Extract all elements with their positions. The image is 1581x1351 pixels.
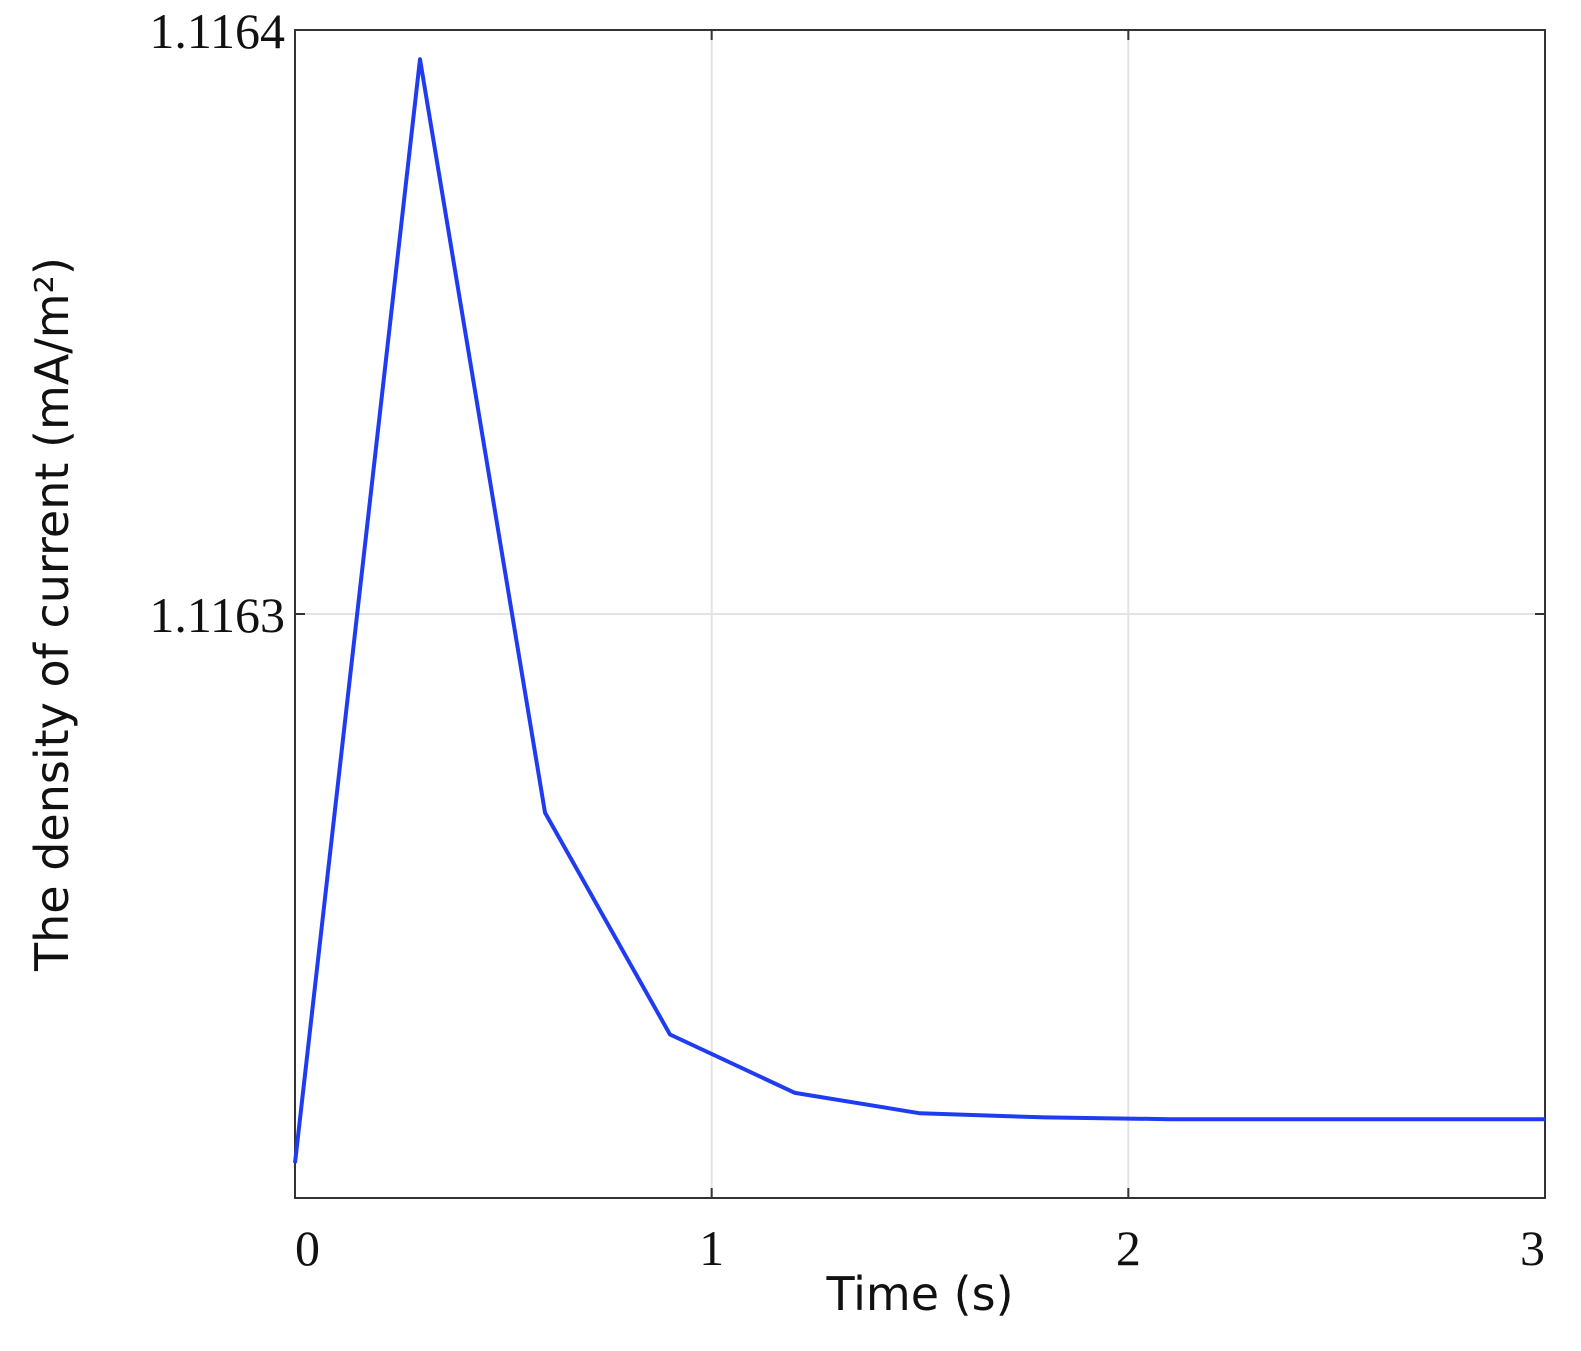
x-axis-label: Time (s) <box>825 1267 1013 1321</box>
y-tick-label: 1.1163 <box>149 587 285 643</box>
data-line <box>293 57 1545 1164</box>
x-tick-label: 2 <box>1116 1220 1141 1276</box>
x-tick-label: 1 <box>699 1220 724 1276</box>
plot-frame <box>294 29 1546 1199</box>
x-tick-label: 0 <box>295 1220 320 1276</box>
x-tick-label: 3 <box>1520 1220 1545 1276</box>
y-tick-label: 1.1164 <box>149 3 285 59</box>
y-axis-label: The density of current (mA/m²) <box>25 257 79 972</box>
